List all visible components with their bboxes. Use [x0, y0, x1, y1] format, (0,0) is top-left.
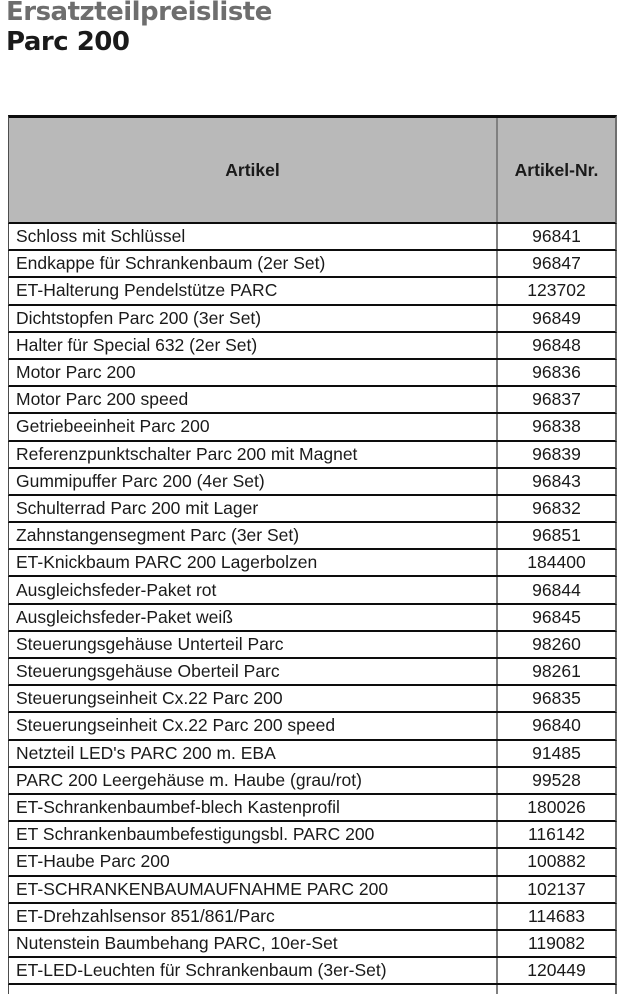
- artikel-cell: Gummipuffer Parc 200 (4er Set): [9, 468, 498, 494]
- artikel-cell: Steuerungsgehäuse Unterteil Parc: [9, 631, 498, 657]
- table-row: Halter für Special 632 (2er Set) 96848: [8, 332, 617, 360]
- table-row: Schloss mit Schlüssel 96841: [8, 224, 617, 252]
- table-row: Steuerungsgehäuse Oberteil Parc 98261: [8, 659, 617, 687]
- artikel-cell: Netzteil LED's PARC 200 m. EBA: [9, 740, 498, 766]
- artikel-nr-cell: 123702: [527, 280, 586, 301]
- artikel-nr-cell: 96835: [532, 688, 581, 709]
- artikel-nr-cell: 96849: [532, 307, 581, 328]
- table-row: Endkappe für Schrankenbaum (2er Set) 968…: [8, 251, 617, 279]
- artikel-nr-cell: 180026: [527, 797, 586, 818]
- table-row: Netzteil LED's PARC 200 m. EBA 91485: [8, 740, 617, 768]
- page-title: Ersatzteilpreisliste: [6, 0, 272, 27]
- artikel-cell: Halter für Special 632 (2er Set): [9, 332, 498, 358]
- table-row: Gummipuffer Parc 200 (4er Set) 96843: [8, 468, 617, 496]
- artikel-nr-cell: 96838: [532, 416, 581, 437]
- artikel-cell: Ausgleichsfeder-Paket rot: [9, 577, 498, 603]
- artikel-cell: ET-LED-Leuchten für Schrankenbaum (3er-S…: [9, 958, 498, 984]
- table-row: Ausgleichsfeder-Paket rot 96844: [8, 577, 617, 605]
- artikel-cell: Dichtstopfen Parc 200 (3er Set): [9, 305, 498, 331]
- artikel-cell: Motor Parc 200: [9, 359, 498, 386]
- column-header-artikel-nr: Artikel-Nr.: [514, 159, 599, 180]
- artikel-nr-cell: 96836: [532, 362, 581, 383]
- table-row: Referenzpunktschalter Parc 200 mit Magne…: [8, 441, 617, 469]
- artikel-nr-cell: 96843: [532, 470, 581, 491]
- table-row: ET-Drehzahlsensor 851/861/Parc 114683: [8, 903, 617, 931]
- artikel-cell: Zahnstangensegment Parc (3er Set): [9, 523, 498, 549]
- artikel-cell: Referenzpunktschalter Parc 200 mit Magne…: [9, 441, 498, 467]
- table-row: Motor Parc 200 96836: [8, 359, 617, 388]
- artikel-nr-cell: 96841: [532, 226, 581, 247]
- artikel-cell: Schloss mit Schlüssel: [9, 224, 498, 250]
- artikel-cell: Getriebeeinheit Parc 200: [9, 414, 498, 440]
- artikel-cell: ET-SCHRANKENBAUMAUFNAHME PARC 200: [9, 876, 498, 902]
- artikel-nr-cell: 114683: [527, 905, 586, 926]
- table-row: Dichtstopfen Parc 200 (3er Set) 96849: [8, 305, 617, 333]
- artikel-nr-cell: 100882: [527, 851, 586, 872]
- artikel-nr-cell: 99528: [532, 769, 581, 790]
- artikel-nr-cell: 96851: [532, 525, 581, 546]
- table-row: Nutenstein Baumbehang PARC, 10er-Set 119…: [8, 930, 617, 959]
- artikel-cell: ET-Halterung Pendelstütze PARC: [9, 278, 498, 304]
- artikel-cell: Nutenstein Baumbehang PARC, 10er-Set: [9, 930, 498, 957]
- table-body: Schloss mit Schlüssel 96841 Endkappe für…: [8, 224, 617, 986]
- artikel-cell: ET Schrankenbaumbefestigungsbl. PARC 200: [9, 822, 498, 848]
- artikel-nr-cell: 96837: [532, 389, 581, 410]
- artikel-nr-cell: 91485: [532, 742, 581, 763]
- artikel-nr-cell: 184400: [527, 552, 586, 573]
- artikel-cell: Steuerungseinheit Cx.22 Parc 200 speed: [9, 713, 498, 739]
- table-row: ET-Knickbaum PARC 200 Lagerbolzen 184400: [8, 550, 617, 578]
- artikel-cell: Schulterrad Parc 200 mit Lager: [9, 495, 498, 522]
- table-row: ET-Haube Parc 200 100882: [8, 849, 617, 877]
- artikel-nr-cell: 98260: [532, 633, 581, 654]
- table-row: Ausgleichsfeder-Paket weiß 96845: [8, 604, 617, 632]
- artikel-cell: ET-Drehzahlsensor 851/861/Parc: [9, 903, 498, 929]
- artikel-nr-cell: 96832: [532, 497, 581, 518]
- table-row: Zahnstangensegment Parc (3er Set) 96851: [8, 523, 617, 551]
- artikel-nr-cell: 96844: [532, 579, 581, 600]
- table-next-row-stub: [8, 985, 617, 994]
- table-row: ET-LED-Leuchten für Schrankenbaum (3er-S…: [8, 958, 617, 986]
- artikel-nr-cell: 98261: [532, 661, 581, 682]
- price-table: Artikel Artikel-Nr. Schloss mit Schlüsse…: [8, 115, 617, 994]
- artikel-cell: PARC 200 Leergehäuse m. Haube (grau/rot): [9, 767, 498, 793]
- table-header-row: Artikel Artikel-Nr.: [8, 115, 617, 224]
- table-row: Steuerungsgehäuse Unterteil Parc 98260: [8, 631, 617, 659]
- artikel-nr-cell: 96845: [532, 606, 581, 627]
- artikel-nr-cell: 119082: [527, 932, 586, 953]
- artikel-cell: ET-Knickbaum PARC 200 Lagerbolzen: [9, 550, 498, 576]
- table-row: ET-Schrankenbaumbef-blech Kastenprofil 1…: [8, 794, 617, 823]
- artikel-cell: Steuerungseinheit Cx.22 Parc 200: [9, 686, 498, 712]
- page-subtitle: Parc 200: [6, 27, 130, 57]
- stub-artikel-cell: [9, 985, 498, 994]
- table-row: Getriebeeinheit Parc 200 96838: [8, 414, 617, 442]
- artikel-nr-cell: 120449: [527, 960, 586, 981]
- artikel-nr-cell: 102137: [527, 878, 586, 899]
- artikel-nr-cell: 96847: [532, 253, 581, 274]
- artikel-nr-cell: 116142: [527, 824, 586, 845]
- table-row: Steuerungseinheit Cx.22 Parc 200 speed 9…: [8, 713, 617, 741]
- artikel-nr-cell: 96848: [532, 334, 581, 355]
- artikel-cell: ET-Haube Parc 200: [9, 849, 498, 875]
- artikel-nr-cell: 96839: [532, 443, 581, 464]
- table-row: PARC 200 Leergehäuse m. Haube (grau/rot)…: [8, 767, 617, 795]
- artikel-cell: Endkappe für Schrankenbaum (2er Set): [9, 251, 498, 277]
- table-row: ET Schrankenbaumbefestigungsbl. PARC 200…: [8, 822, 617, 850]
- stub-nr-cell: [498, 985, 615, 994]
- artikel-cell: ET-Schrankenbaumbef-blech Kastenprofil: [9, 794, 498, 821]
- table-row: ET-SCHRANKENBAUMAUFNAHME PARC 200 102137: [8, 876, 617, 904]
- artikel-cell: Ausgleichsfeder-Paket weiß: [9, 604, 498, 630]
- artikel-nr-cell: 96840: [532, 715, 581, 736]
- artikel-cell: Steuerungsgehäuse Oberteil Parc: [9, 659, 498, 685]
- table-row: Schulterrad Parc 200 mit Lager 96832: [8, 495, 617, 524]
- artikel-cell: Motor Parc 200 speed: [9, 387, 498, 413]
- table-row: Steuerungseinheit Cx.22 Parc 200 96835: [8, 686, 617, 714]
- table-row: Motor Parc 200 speed 96837: [8, 387, 617, 415]
- column-header-artikel: Artikel: [9, 118, 498, 222]
- table-row: ET-Halterung Pendelstütze PARC 123702: [8, 278, 617, 306]
